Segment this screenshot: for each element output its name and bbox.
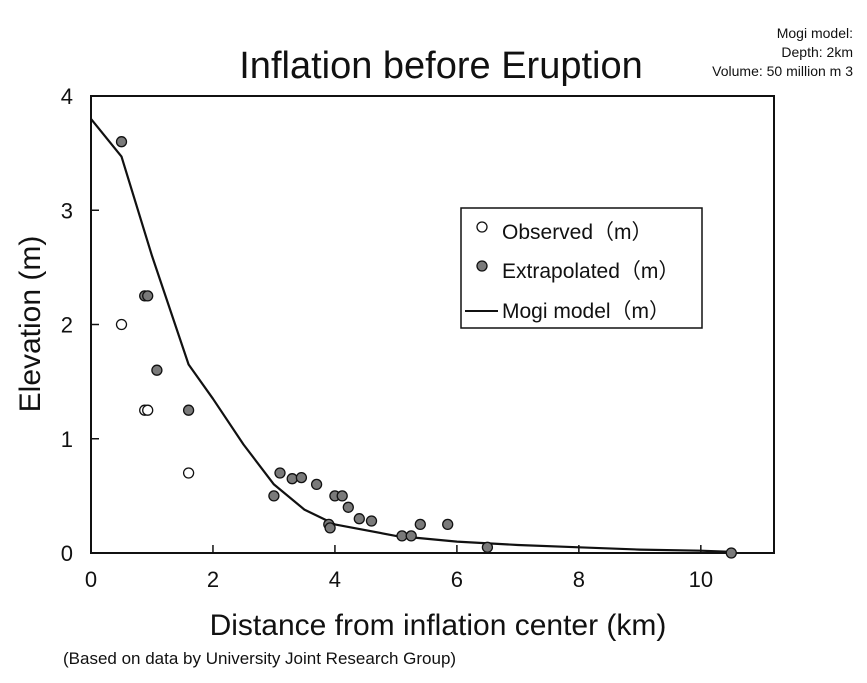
extrapolated-point <box>365 515 378 527</box>
legend-label-extrapolated: Extrapolated（m） <box>502 260 679 283</box>
extrapolated-point <box>414 518 426 531</box>
y-tick-label: 2 <box>61 313 73 338</box>
y-tick-label: 3 <box>61 198 73 223</box>
extrapolated-point <box>295 471 308 484</box>
extrapolated-point <box>342 501 354 513</box>
extrapolated-point <box>725 547 737 559</box>
extrapolated-point <box>405 530 417 542</box>
legend-label-observed: Observed（m） <box>502 221 653 244</box>
extrapolated-point <box>396 530 408 542</box>
x-tick-label: 4 <box>329 567 341 592</box>
y-tick-label: 4 <box>61 84 73 109</box>
model-note-line: Volume: 50 million m 3 <box>712 63 853 79</box>
model-note-line: Depth: 2km <box>781 44 853 60</box>
x-tick-label: 0 <box>85 567 97 592</box>
x-tick-label: 6 <box>451 567 463 592</box>
extrapolated-point <box>142 290 154 302</box>
y-tick-label: 0 <box>61 541 73 566</box>
extrapolated-point <box>268 490 280 502</box>
extrapolated-point <box>115 136 128 148</box>
extrapolated-point <box>182 404 195 416</box>
extrapolated-point <box>151 364 163 376</box>
legend: Observed（m） Extrapolated（m） Mogi model（m… <box>460 207 703 329</box>
extrapolated-point <box>324 522 336 534</box>
y-axis-label: Elevation (m) <box>14 236 47 413</box>
extrapolated-point <box>286 473 298 485</box>
legend-label-mogi: Mogi model（m） <box>502 300 670 323</box>
axis-ticks: 0 2 4 6 8 10 0 1 2 3 4 <box>61 84 713 592</box>
y-tick-label: 1 <box>61 427 73 452</box>
legend-marker-observed <box>476 221 488 233</box>
x-tick-label: 2 <box>207 567 219 592</box>
legend-box <box>460 207 703 329</box>
chart-title: Inflation before Eruption <box>239 45 643 87</box>
extrapolated-point <box>353 513 365 525</box>
extrapolated-point <box>442 518 454 531</box>
model-note: Mogi model: Depth: 2km Volume: 50 millio… <box>712 25 853 79</box>
source-note: (Based on data by University Joint Resea… <box>63 649 456 668</box>
data-series <box>90 118 737 559</box>
model-note-line: Mogi model: <box>777 25 853 41</box>
observed-point <box>142 404 154 416</box>
extrapolated-point <box>310 478 323 491</box>
observed-point <box>182 467 195 479</box>
mogi-model-line <box>90 118 732 553</box>
x-tick-label: 10 <box>689 567 713 592</box>
x-axis-label: Distance from inflation center (km) <box>210 609 667 642</box>
extrapolated-point <box>481 541 494 553</box>
extrapolated-point <box>336 490 348 502</box>
x-tick-label: 8 <box>573 567 585 592</box>
observed-point <box>115 318 128 331</box>
legend-marker-extrapolated <box>476 260 488 272</box>
extrapolated-point <box>274 467 286 479</box>
